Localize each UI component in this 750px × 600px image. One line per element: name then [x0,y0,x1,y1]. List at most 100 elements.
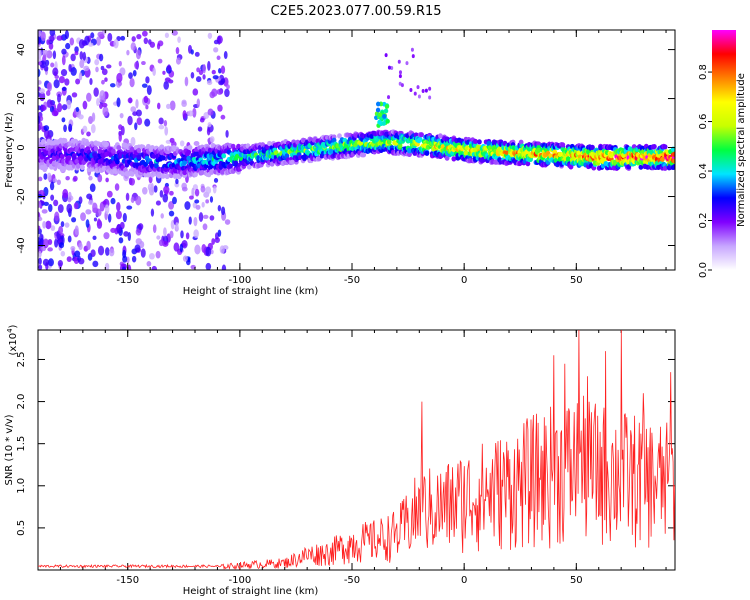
ridge-blob [560,142,566,148]
ridge-blob [518,139,524,145]
noise-blob [43,201,49,207]
noise-blob [194,51,200,57]
noise-blob [70,246,76,251]
ridge-blob [78,155,84,161]
noise-blob [92,202,98,213]
noise-blob [130,196,135,203]
noise-blob [82,125,88,133]
noise-blob [92,260,99,268]
noise-blob [157,102,161,110]
ridge-blob [136,154,142,160]
snr-y-tick-label: 1.5 [16,436,27,452]
noise-blob [88,42,94,47]
noise-blob [107,213,112,223]
noise-blob [71,92,78,98]
noise-blob [60,69,68,77]
noise-blob [221,264,227,270]
noise-blob [38,30,41,38]
snr-y-tick-label: 1.0 [16,478,27,494]
noise-blob [226,84,230,90]
noise-blob [57,204,64,213]
noise-blob [209,196,214,203]
noise-blob [78,257,85,265]
noise-blob [217,104,223,112]
noise-blob [196,67,201,73]
noise-blob [98,53,104,62]
snr-y-exponent-base: (x10 [8,333,19,356]
noise-blob [155,200,161,206]
ridge-blob [104,141,110,147]
noise-blob [53,199,59,207]
ridge-blob [209,169,215,175]
noise-blob [193,216,198,227]
noise-blob [188,195,194,200]
noise-blob [88,199,94,206]
snr-series-line [38,330,675,570]
noise-blob [86,240,91,251]
ridge-blob [486,140,492,147]
ridge-blob [187,144,193,151]
ridge-blob [80,164,85,171]
ridge-blob [234,153,240,159]
noise-blob [110,227,117,233]
ridge-blob [182,159,188,166]
noise-blob [116,72,123,83]
noise-blob [206,80,213,86]
noise-blob [163,185,170,195]
noise-blob [43,125,50,131]
noise-blob [202,214,209,219]
noise-blob [162,193,169,203]
noise-blob [68,123,73,133]
noise-blob [52,50,57,60]
noise-blob [198,212,204,222]
noise-blob [47,247,53,252]
snr-y-axis-label: SNR (10 * v/v) [4,414,15,485]
noise-blob [48,203,53,213]
noise-blob [96,36,101,46]
noise-blob [42,220,47,229]
noise-blob [58,226,64,235]
noise-blob [75,106,80,113]
noise-blob [397,59,401,64]
colorbar-label: Normalized spectral amplitude [736,73,747,227]
noise-blob [104,262,110,270]
noise-blob [225,129,229,138]
noise-blob [211,69,216,75]
snr-y-tick-label: 0.5 [16,520,27,536]
noise-blob [67,197,72,203]
ridge-blob [417,136,423,143]
ridge-blob [472,138,478,144]
noise-blob [130,136,136,147]
noise-blob [40,31,46,42]
noise-blob [89,78,93,86]
noise-blob [101,102,108,108]
ridge-blob [120,171,126,177]
noise-blob [156,235,161,240]
noise-blob [409,87,413,92]
noise-blob [213,178,219,183]
colorbar-tick-label: 0.2 [698,213,709,229]
noise-blob [38,257,42,265]
ridge-blob [97,148,103,154]
noise-blob [86,92,92,102]
ridge-blob [451,156,457,162]
noise-blob [162,70,166,75]
noise-blob [49,35,55,42]
noise-blob [69,37,75,46]
noise-blob [49,182,55,191]
spectrogram-x-tick-label: -150 [116,275,139,286]
colorbar-tick-label: 0.4 [698,163,709,179]
ridge-blob [525,161,531,167]
noise-blob [68,64,72,72]
noise-blob [93,217,98,222]
noise-blob [159,190,164,198]
noise-blob [219,245,225,254]
ridge-blob [385,118,390,124]
noise-blob [115,210,122,220]
spectrogram-y-tick-label: 0 [16,144,27,150]
noise-blob [191,187,195,198]
noise-blob [387,65,391,70]
noise-blob [211,238,216,245]
noise-blob [61,86,67,91]
snr-y-exponent-close: ) [8,324,19,328]
